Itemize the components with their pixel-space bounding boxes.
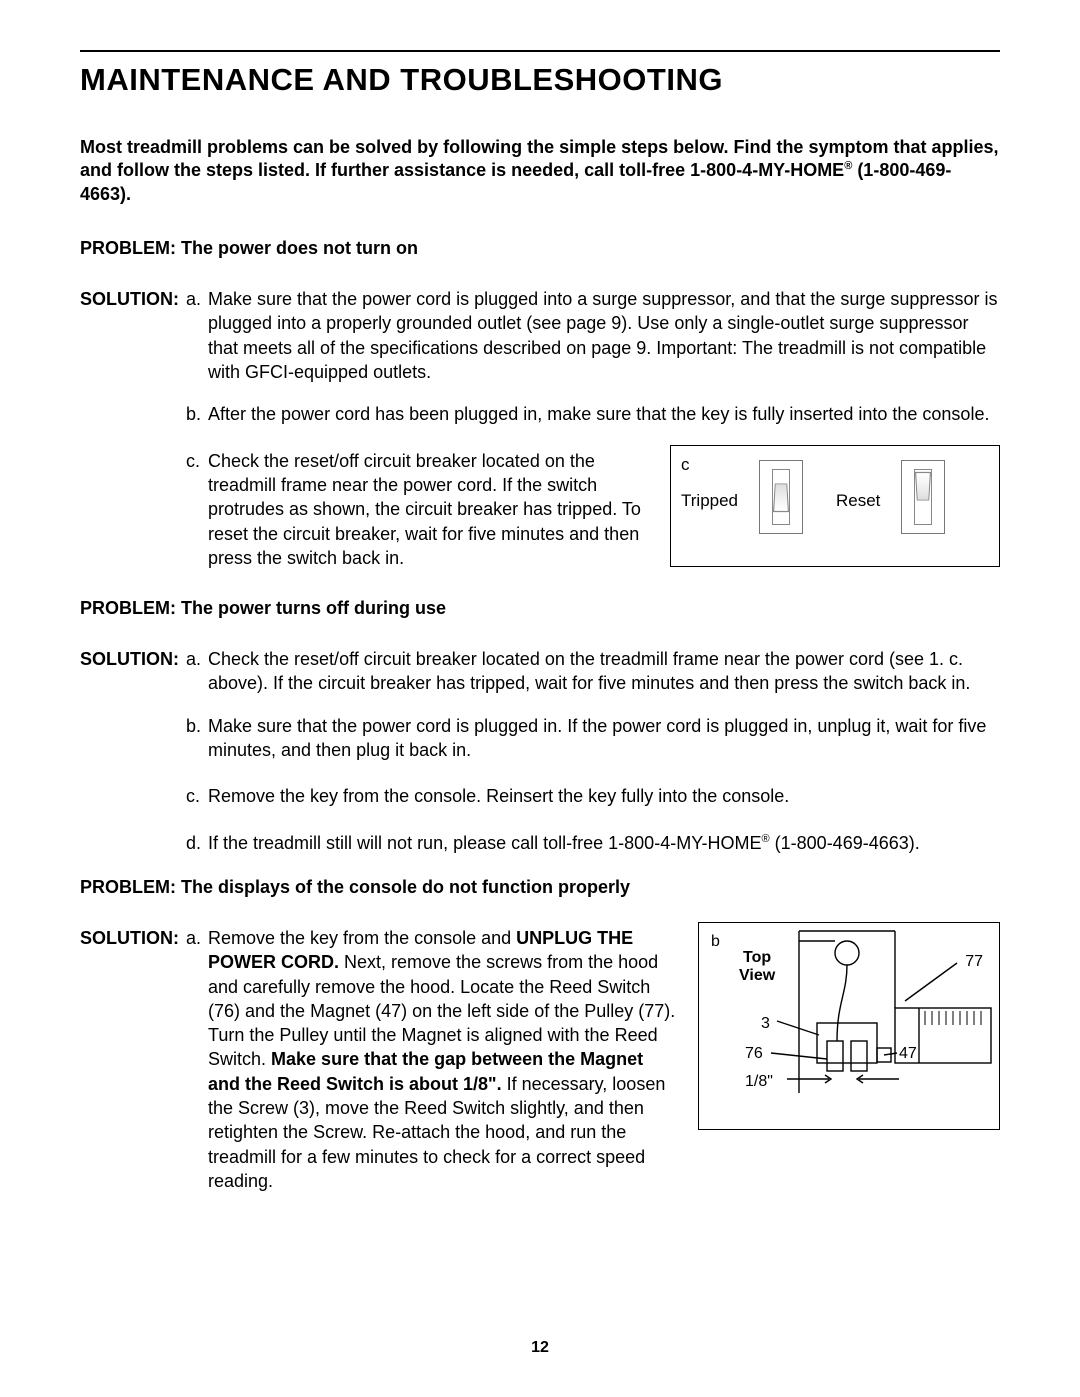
solution-2b: b. Make sure that the power cord is plug… bbox=[186, 714, 1000, 763]
solution-label: SOLUTION: bbox=[80, 287, 186, 384]
solution-1c: c. Check the reset/off circuit breaker l… bbox=[186, 449, 650, 570]
p2-a-text: Check the reset/off circuit breaker loca… bbox=[208, 647, 1000, 696]
solution-3a: SOLUTION: a. Remove the key from the con… bbox=[80, 926, 1000, 1193]
solution-2a: SOLUTION: a. Check the reset/off circuit… bbox=[80, 647, 1000, 696]
p3-a-text: Remove the key from the console and UNPL… bbox=[208, 926, 678, 1193]
p1-a-text: Make sure that the power cord is plugged… bbox=[208, 287, 1000, 384]
item-letter-d2: d. bbox=[186, 831, 208, 855]
intro-paragraph: Most treadmill problems can be solved by… bbox=[80, 136, 1000, 206]
switch-tripped-icon bbox=[759, 460, 803, 534]
registered-mark-2: ® bbox=[762, 833, 770, 845]
item-letter-a: a. bbox=[186, 287, 208, 384]
p2-d-1: If the treadmill still will not run, ple… bbox=[208, 833, 762, 853]
p2-d-text: If the treadmill still will not run, ple… bbox=[208, 831, 1000, 855]
page-title: MAINTENANCE AND TROUBLESHOOTING bbox=[80, 62, 1000, 98]
page-number: 12 bbox=[0, 1339, 1080, 1357]
p1-c-text: Check the reset/off circuit breaker loca… bbox=[208, 449, 650, 570]
problem-3-heading: PROBLEM: The displays of the console do … bbox=[80, 877, 1000, 898]
solution-1b: b. After the power cord has been plugged… bbox=[186, 402, 1000, 426]
figure-b: b TopView 77 3 76 47 1/8" bbox=[698, 922, 1000, 1130]
p2-b-text: Make sure that the power cord is plugged… bbox=[208, 714, 1000, 763]
problem-1-heading: PROBLEM: The power does not turn on bbox=[80, 238, 1000, 259]
solution-2d: d. If the treadmill still will not run, … bbox=[186, 831, 1000, 855]
item-letter-a2: a. bbox=[186, 647, 208, 696]
item-letter-c: c. bbox=[186, 449, 208, 570]
fig-c-reset: Reset bbox=[836, 490, 880, 513]
solution-2c: c. Remove the key from the console. Rein… bbox=[186, 784, 1000, 808]
fig-b-diagram-icon bbox=[699, 923, 999, 1129]
item-letter-b2: b. bbox=[186, 714, 208, 763]
item-letter-b: b. bbox=[186, 402, 208, 426]
top-rule bbox=[80, 50, 1000, 52]
item-letter-a3: a. bbox=[186, 926, 208, 1193]
solution-label-3: SOLUTION: bbox=[80, 926, 186, 1193]
solution-1a: SOLUTION: a. Make sure that the power co… bbox=[80, 287, 1000, 384]
fig-c-tripped: Tripped bbox=[681, 490, 738, 513]
item-letter-c2: c. bbox=[186, 784, 208, 808]
problem-2-heading: PROBLEM: The power turns off during use bbox=[80, 598, 1000, 619]
switch-reset-icon bbox=[901, 460, 945, 534]
p2-d-2: (1-800-469-4663). bbox=[770, 833, 920, 853]
fig-c-label: c bbox=[681, 454, 690, 477]
p3-a-1: Remove the key from the console and bbox=[208, 928, 516, 948]
solution-label-2: SOLUTION: bbox=[80, 647, 186, 696]
p1-b-text: After the power cord has been plugged in… bbox=[208, 402, 1000, 426]
figure-c: c Tripped Reset bbox=[670, 445, 1000, 567]
p2-c-text: Remove the key from the console. Reinser… bbox=[208, 784, 1000, 808]
